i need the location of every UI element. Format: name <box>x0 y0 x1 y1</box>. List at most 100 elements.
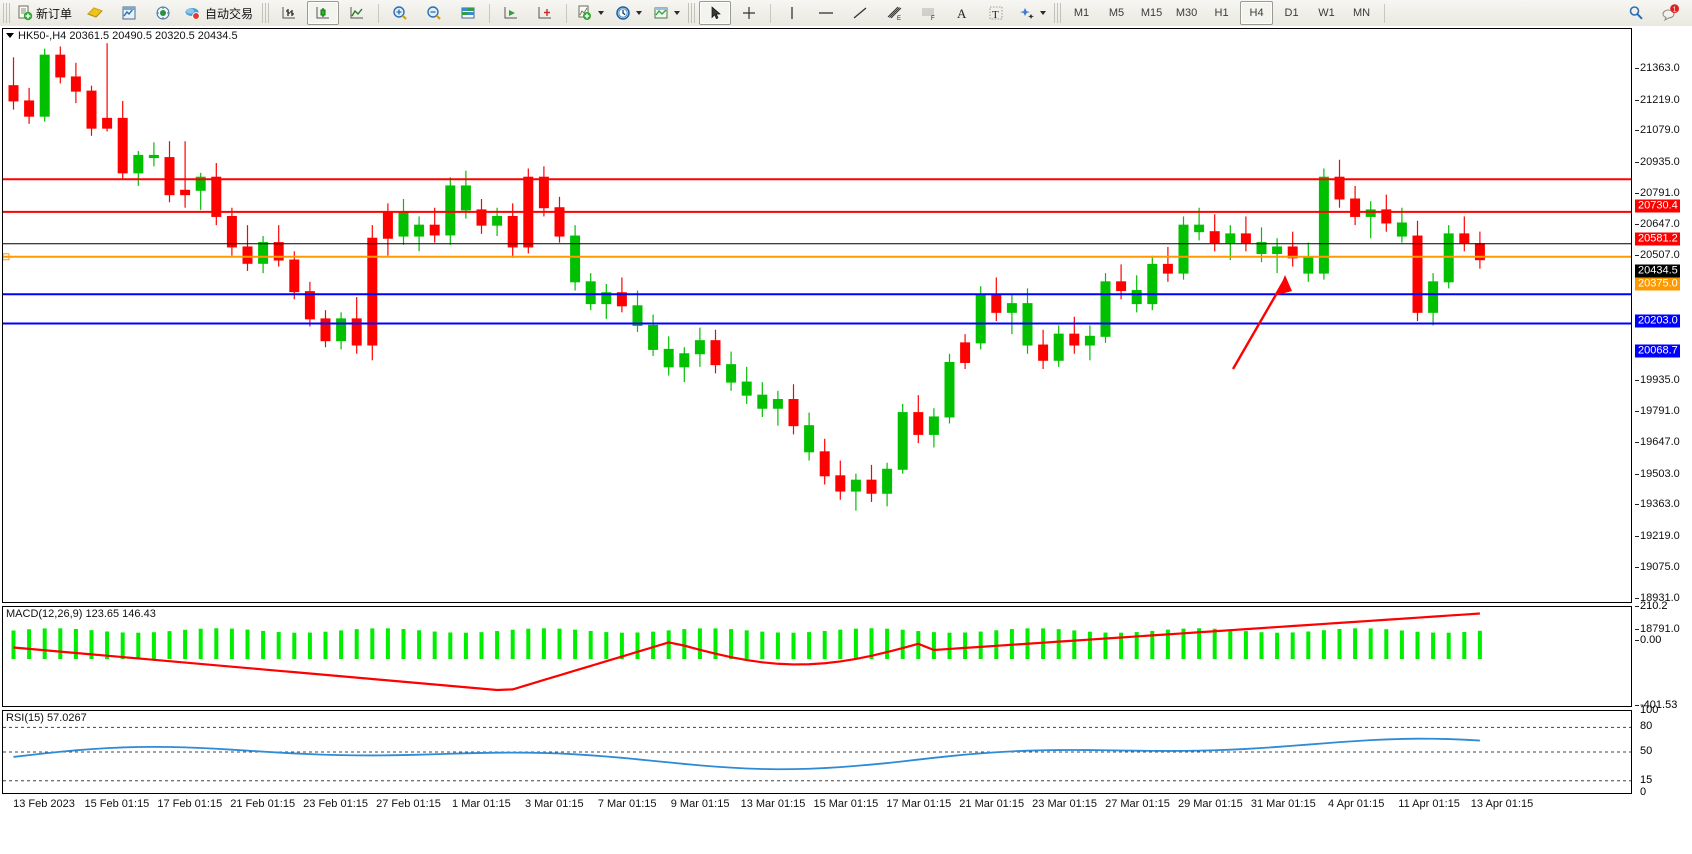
timeframe-d1[interactable]: D1 <box>1275 1 1308 25</box>
auto-scroll-button[interactable] <box>495 1 527 25</box>
time-tick: 4 Apr 01:15 <box>1328 798 1385 810</box>
objects-dropdown-icon[interactable] <box>1040 11 1047 15</box>
timeframe-h4[interactable]: H4 <box>1240 1 1274 25</box>
chart-shift-button[interactable] <box>529 1 561 25</box>
rsi-panel[interactable]: RSI(15) 57.0267 <box>2 710 1632 794</box>
macd-label: MACD(12,26,9) 123.65 146.43 <box>6 608 156 620</box>
price-tag-resistance[interactable]: 20730.4 <box>1635 199 1680 213</box>
timeframe-mn[interactable]: MN <box>1345 1 1378 25</box>
price-tag-resistance[interactable]: 20581.2 <box>1635 232 1680 246</box>
vertical-line-button[interactable] <box>776 1 808 25</box>
time-tick: 29 Mar 01:15 <box>1177 798 1243 810</box>
autotrade-button[interactable]: 自动交易 <box>181 1 258 25</box>
timeframe-label: MN <box>1352 7 1371 19</box>
new-order-button[interactable]: 新订单 <box>14 1 77 25</box>
templates-button[interactable] <box>648 1 684 25</box>
price-chart-panel[interactable]: HK50-,H4 20361.5 20490.5 20320.5 20434.5 <box>2 28 1632 603</box>
rsi-label: RSI(15) 57.0267 <box>6 712 87 724</box>
objects-button[interactable] <box>1014 1 1050 25</box>
chevron-down-icon[interactable] <box>6 32 14 38</box>
indicators-dropdown-icon[interactable] <box>598 11 605 15</box>
terminal-button[interactable] <box>79 1 111 25</box>
periods-dropdown-icon[interactable] <box>636 11 643 15</box>
candle-chart-button[interactable] <box>307 1 340 25</box>
chart-area[interactable]: HK50-,H4 20361.5 20490.5 20320.5 20434.5… <box>0 26 1692 854</box>
trendline-icon <box>853 7 867 19</box>
fibonacci-icon: F <box>922 8 935 21</box>
search-button[interactable] <box>1620 1 1652 25</box>
bar-chart-button[interactable] <box>273 1 305 25</box>
price-tick: 19791.0 <box>1635 405 1680 418</box>
timeframe-h1[interactable]: H1 <box>1205 1 1238 25</box>
text-label-button[interactable]: T <box>980 1 1012 25</box>
cursor-icon <box>711 6 721 20</box>
fibonacci-button[interactable]: F <box>912 1 944 25</box>
timeframe-label: M1 <box>1073 7 1090 19</box>
navigator-button[interactable] <box>147 1 179 25</box>
autotrade-icon <box>185 8 200 20</box>
chart-symbol-header[interactable]: HK50-,H4 20361.5 20490.5 20320.5 20434.5 <box>6 30 238 42</box>
toolbar-grip-2[interactable] <box>262 3 271 23</box>
templates-dropdown-icon[interactable] <box>674 11 681 15</box>
time-tick: 17 Mar 01:15 <box>886 798 952 810</box>
price-tick: 18791.0 <box>1635 623 1680 635</box>
data-window-button[interactable] <box>452 1 484 25</box>
indicators-button[interactable] <box>572 1 608 25</box>
equidistant-channel-button[interactable]: E <box>878 1 910 25</box>
timeframe-m5[interactable]: M5 <box>1100 1 1133 25</box>
toolbar-grip-1[interactable] <box>3 3 11 23</box>
price-tag-bid-line[interactable]: 20375.0 <box>1635 277 1680 291</box>
price-tick: 19363.0 <box>1635 498 1680 511</box>
text-label-icon: T <box>989 6 1003 21</box>
timeframe-w1[interactable]: W1 <box>1310 1 1343 25</box>
search-icon <box>1629 6 1643 20</box>
price-tick: 19219.0 <box>1635 529 1680 542</box>
text-button[interactable]: A <box>946 1 978 25</box>
price-tick: 19647.0 <box>1635 436 1680 449</box>
macd-panel[interactable]: MACD(12,26,9) 123.65 146.43 <box>2 606 1632 707</box>
time-tick: 13 Apr 01:15 <box>1470 798 1534 810</box>
price-tag-last-price[interactable]: 20434.5 <box>1635 264 1680 278</box>
toolbar-separator-5 <box>1384 3 1386 23</box>
time-axis[interactable]: 13 Feb 2023 15 Feb 01:15 17 Feb 01:15 21 Fe… <box>2 796 1632 816</box>
candle-chart-icon <box>316 7 330 19</box>
alerts-icon: 1 <box>1662 4 1679 22</box>
toolbar-grip-3[interactable] <box>688 3 697 23</box>
timeframe-label: H4 <box>1249 7 1264 19</box>
time-tick: 1 Mar 01:15 <box>452 798 511 810</box>
cursor-button[interactable] <box>699 1 732 25</box>
macd-plot <box>11 612 1482 692</box>
rsi-plot <box>3 726 1631 782</box>
price-tick: 20935.0 <box>1635 155 1680 168</box>
price-tick: 19075.0 <box>1635 561 1680 574</box>
templates-icon <box>654 7 668 19</box>
trendline-button[interactable] <box>844 1 876 25</box>
timeframe-m1[interactable]: M1 <box>1065 1 1098 25</box>
time-tick: 13 Mar 01:15 <box>740 798 806 810</box>
price-tag-support[interactable]: 20068.7 <box>1635 344 1680 358</box>
horizontal-line-button[interactable] <box>810 1 842 25</box>
crosshair-button[interactable] <box>733 1 765 25</box>
time-tick: 27 Feb 01:15 <box>376 798 441 810</box>
price-scale[interactable]: 21363.0 21219.0 21079.0 20935.0 20791.0 20647… <box>1634 54 1692 635</box>
autotrade-label: 自动交易 <box>205 6 254 21</box>
price-tick: 19503.0 <box>1635 467 1680 480</box>
timeframe-m15[interactable]: M15 <box>1135 1 1168 25</box>
alerts-button[interactable]: 1 <box>1654 1 1686 25</box>
zoom-out-icon <box>427 6 441 20</box>
trend-arrow-annotation <box>1231 275 1292 370</box>
price-tag-support[interactable]: 20203.0 <box>1635 314 1680 328</box>
periods-button[interactable] <box>610 1 646 25</box>
rsi-tick: 0 <box>1640 786 1647 798</box>
price-tick: 18931.0 <box>1635 592 1680 605</box>
time-tick: 9 Mar 01:15 <box>670 798 730 810</box>
zoom-out-button[interactable] <box>418 1 450 25</box>
zoom-in-button[interactable] <box>384 1 416 25</box>
timeframe-m30[interactable]: M30 <box>1170 1 1203 25</box>
toolbar-grip-4[interactable] <box>1054 3 1063 23</box>
time-tick: 21 Feb 01:15 <box>230 798 296 810</box>
auto-scroll-icon <box>504 7 518 19</box>
time-tick: 31 Mar 01:15 <box>1250 798 1316 810</box>
line-chart-button[interactable] <box>341 1 373 25</box>
market-watch-button[interactable] <box>113 1 145 25</box>
